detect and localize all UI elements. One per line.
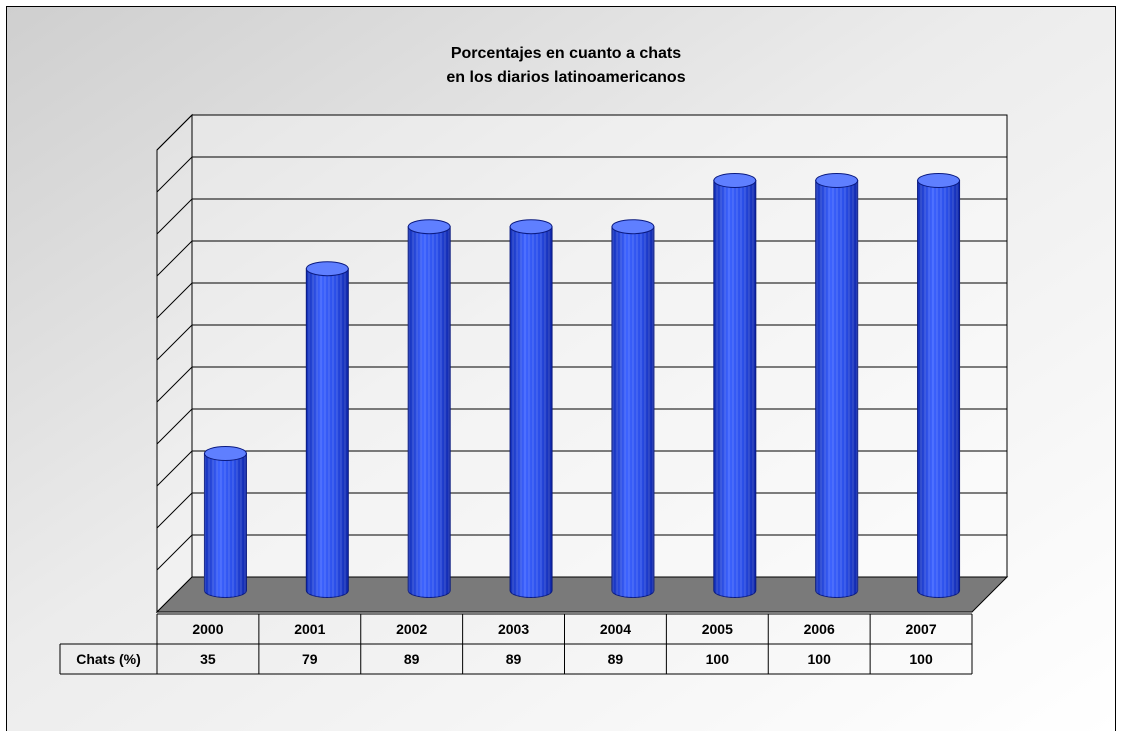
table-header-2005: 2005 [702,621,733,637]
plot-walls [156,113,1008,614]
bar-top [509,219,553,235]
side-wall [156,113,193,614]
table-value-2004: 89 [608,651,624,667]
gridline-side [156,324,193,361]
bar-top [611,219,655,235]
gridline-side [156,492,193,529]
plot-floor [155,576,1009,613]
table-header-2007: 2007 [905,621,936,637]
gridline-side [156,366,193,403]
bar-2003 [509,219,553,598]
table-value-2006: 100 [808,651,832,667]
bar-shading [611,226,654,598]
table-header-2002: 2002 [396,621,427,637]
bar-top [917,173,961,188]
floor-plane [155,576,1009,613]
bar-2000 [203,446,247,598]
bar-2006 [815,173,859,598]
bars-group [203,173,961,598]
table-value-2002: 89 [404,651,420,667]
bar-2004 [611,219,655,598]
gridline-side [156,198,193,235]
table-value-2007: 100 [909,651,933,667]
table-header-2006: 2006 [804,621,835,637]
bar-2005 [713,173,757,598]
table-value-2001: 79 [302,651,318,667]
bar-shading [815,180,858,598]
bar-top [407,219,451,235]
table-header-2004: 2004 [600,621,631,637]
bar-2007 [917,173,961,598]
bar-shading [408,226,451,598]
gridline-side [156,114,193,151]
table-series-label: Chats (%) [76,651,141,667]
gridline-side [156,408,193,445]
bar-top [713,173,757,188]
table-value-2005: 100 [706,651,730,667]
bar-top [203,446,247,461]
chart-title-line-2: en los diarios latinoamericanos [446,69,685,86]
table-header-2000: 2000 [192,621,223,637]
table-value-2003: 89 [506,651,522,667]
bar-2002 [407,219,451,598]
bar-top [305,261,349,277]
bar-shading [917,180,960,598]
gridline-side [156,282,193,319]
gridline-side [156,450,193,487]
bar-shading [510,226,553,598]
gridline-side [156,240,193,277]
table-value-2000: 35 [200,651,216,667]
bar-shading [713,180,756,598]
bar-shading [306,268,349,598]
table-header-2001: 2001 [294,621,325,637]
data-table: Chats (%) 2000 35 2001 79 2002 89 2003 89 2004 89 2… [59,613,973,675]
bar-shading [204,453,247,598]
bar-2001 [305,261,349,598]
gridline-side [156,534,193,571]
chart-title-line-1: Porcentajes en cuanto a chats [451,45,681,62]
gridline-side [156,156,193,193]
table-header-2003: 2003 [498,621,529,637]
bar-top [815,173,859,188]
chart-frame [6,6,1116,731]
